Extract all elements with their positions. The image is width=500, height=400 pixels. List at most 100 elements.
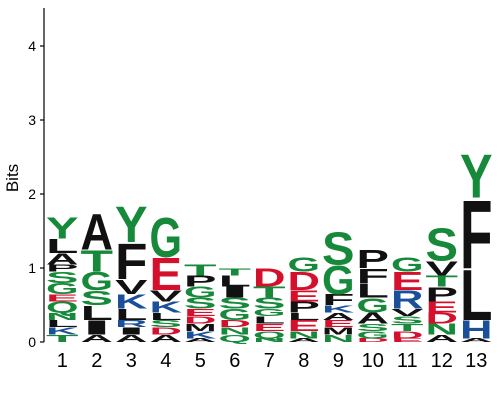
logo-letter-G: G — [391, 253, 423, 276]
logo-letter-L: L — [219, 273, 251, 290]
logo-letter-F: F — [322, 292, 354, 309]
logo-letter-V: V — [391, 307, 424, 318]
logo-letter-D: D — [425, 310, 458, 327]
x-tick-label: 4 — [160, 350, 171, 372]
logo-letter-S: S — [218, 295, 251, 312]
logo-letter-E: E — [46, 292, 78, 303]
logo-letter-D: D — [391, 329, 423, 341]
logo-letter-G: G — [81, 268, 113, 296]
x-tick-label: 7 — [264, 350, 275, 372]
logo-letter-M: M — [184, 322, 217, 334]
logo-letter-G: G — [219, 306, 251, 323]
logo-letter-L: L — [149, 311, 182, 323]
x-tick-label: 8 — [298, 350, 309, 372]
logo-letter-A: A — [322, 310, 354, 322]
y-ticks: 0 1 2 3 4 — [28, 38, 44, 350]
logo-letter-K: K — [322, 303, 355, 315]
logo-letter-L: L — [46, 234, 78, 257]
logo-letter-K: K — [115, 290, 148, 313]
logo-letter-A: A — [460, 337, 492, 343]
logo-letter-E: E — [391, 268, 424, 296]
logo-letter-N: N — [219, 325, 251, 337]
logo-letter-V: V — [426, 257, 459, 280]
logo-letter-G: G — [184, 284, 216, 301]
logo-letter-A: A — [115, 333, 147, 345]
y-tick-label: 1 — [28, 260, 36, 276]
logo-letter-L: L — [115, 306, 147, 323]
logo-letter-H: H — [460, 315, 492, 344]
x-tick-label: 3 — [126, 350, 137, 372]
x-tick-label: 10 — [362, 350, 384, 372]
logo-letter-R: R — [391, 286, 423, 315]
logo-letter-F: F — [115, 234, 148, 291]
logo-letter-E: E — [184, 307, 216, 318]
logo-letter-D: D — [357, 337, 389, 343]
logo-letter-N: N — [46, 310, 78, 322]
logo-letter-S: S — [184, 295, 217, 312]
logo-letter-G: G — [357, 329, 389, 340]
logo-letter-A: A — [288, 337, 320, 343]
y-tick-label: 3 — [28, 112, 36, 128]
logo-letter-L: L — [46, 318, 79, 330]
logo-letter-A: A — [46, 251, 79, 268]
logo-letter-S: S — [357, 322, 389, 333]
x-ticks: 1 2 3 4 5 6 7 8 9 10 11 12 13 — [57, 350, 488, 372]
logo-letter-G: G — [357, 294, 389, 317]
logo-letter-E: E — [322, 318, 354, 329]
logo-letter-N: N — [288, 329, 320, 341]
logo-letter-S: S — [425, 220, 458, 272]
logo-letter-I: I — [219, 284, 251, 301]
logo-letter-A: A — [426, 333, 458, 345]
x-tick-label: 13 — [465, 350, 487, 372]
letter-stacks: TKLNQEGSPALYAILSGTAAIRLKVFYADSLKVEGAKMDE… — [46, 142, 493, 344]
x-tick-label: 2 — [91, 350, 102, 372]
logo-letter-E: E — [149, 249, 182, 301]
logo-letter-S: S — [322, 223, 355, 275]
logo-letter-S: S — [81, 286, 113, 309]
logo-letter-S: S — [150, 318, 182, 329]
logo-letter-T: T — [253, 284, 286, 301]
logo-letter-D: D — [288, 267, 320, 296]
logo-letter-S: S — [46, 269, 79, 286]
logo-letter-A: A — [150, 333, 182, 345]
logo-letter-P: P — [287, 298, 320, 315]
logo-letter-G: G — [288, 253, 320, 276]
logo-letter-S: S — [391, 314, 423, 325]
logo-letter-T: T — [391, 322, 424, 334]
logo-letter-F: F — [357, 264, 389, 287]
logo-letter-K: K — [46, 325, 79, 337]
logo-letter-L: L — [357, 279, 389, 302]
logo-letter-M: M — [322, 326, 355, 338]
logo-letter-D: D — [184, 314, 216, 326]
logo-letter-T: T — [184, 262, 217, 279]
logo-letter-G: G — [253, 307, 285, 318]
logo-letter-A: A — [356, 310, 389, 327]
logo-letter-A: A — [80, 204, 113, 261]
x-tick-label: 11 — [397, 350, 418, 372]
logo-letter-I: I — [115, 325, 147, 337]
logo-letter-N: N — [322, 333, 354, 345]
logo-letter-E: E — [425, 298, 458, 315]
logo-letter-T: T — [218, 266, 251, 278]
logo-letter-A: A — [81, 333, 113, 345]
x-tick-label: 9 — [333, 350, 344, 372]
y-tick-label: 2 — [28, 186, 36, 202]
logo-letter-E: E — [253, 322, 285, 333]
logo-letter-T: T — [46, 333, 79, 345]
logo-letter-E: E — [391, 338, 424, 344]
logo-letter-K: K — [184, 329, 217, 341]
logo-letter-T: T — [426, 273, 459, 290]
logo-letter-L: L — [287, 311, 320, 323]
logo-letter-L: L — [253, 314, 286, 326]
logo-letter-R: R — [115, 318, 147, 330]
logo-letter-P: P — [356, 246, 389, 274]
logo-letter-E: E — [287, 287, 320, 304]
y-tick-label: 0 — [28, 334, 36, 350]
x-tick-label: 1 — [57, 350, 68, 372]
y-tick-label: 4 — [28, 38, 36, 54]
logo-letter-Q: Q — [219, 333, 251, 344]
y-axis-label: Bits — [3, 164, 22, 192]
logo-letter-Y: Y — [46, 210, 79, 245]
logo-letter-L: L — [81, 301, 113, 324]
